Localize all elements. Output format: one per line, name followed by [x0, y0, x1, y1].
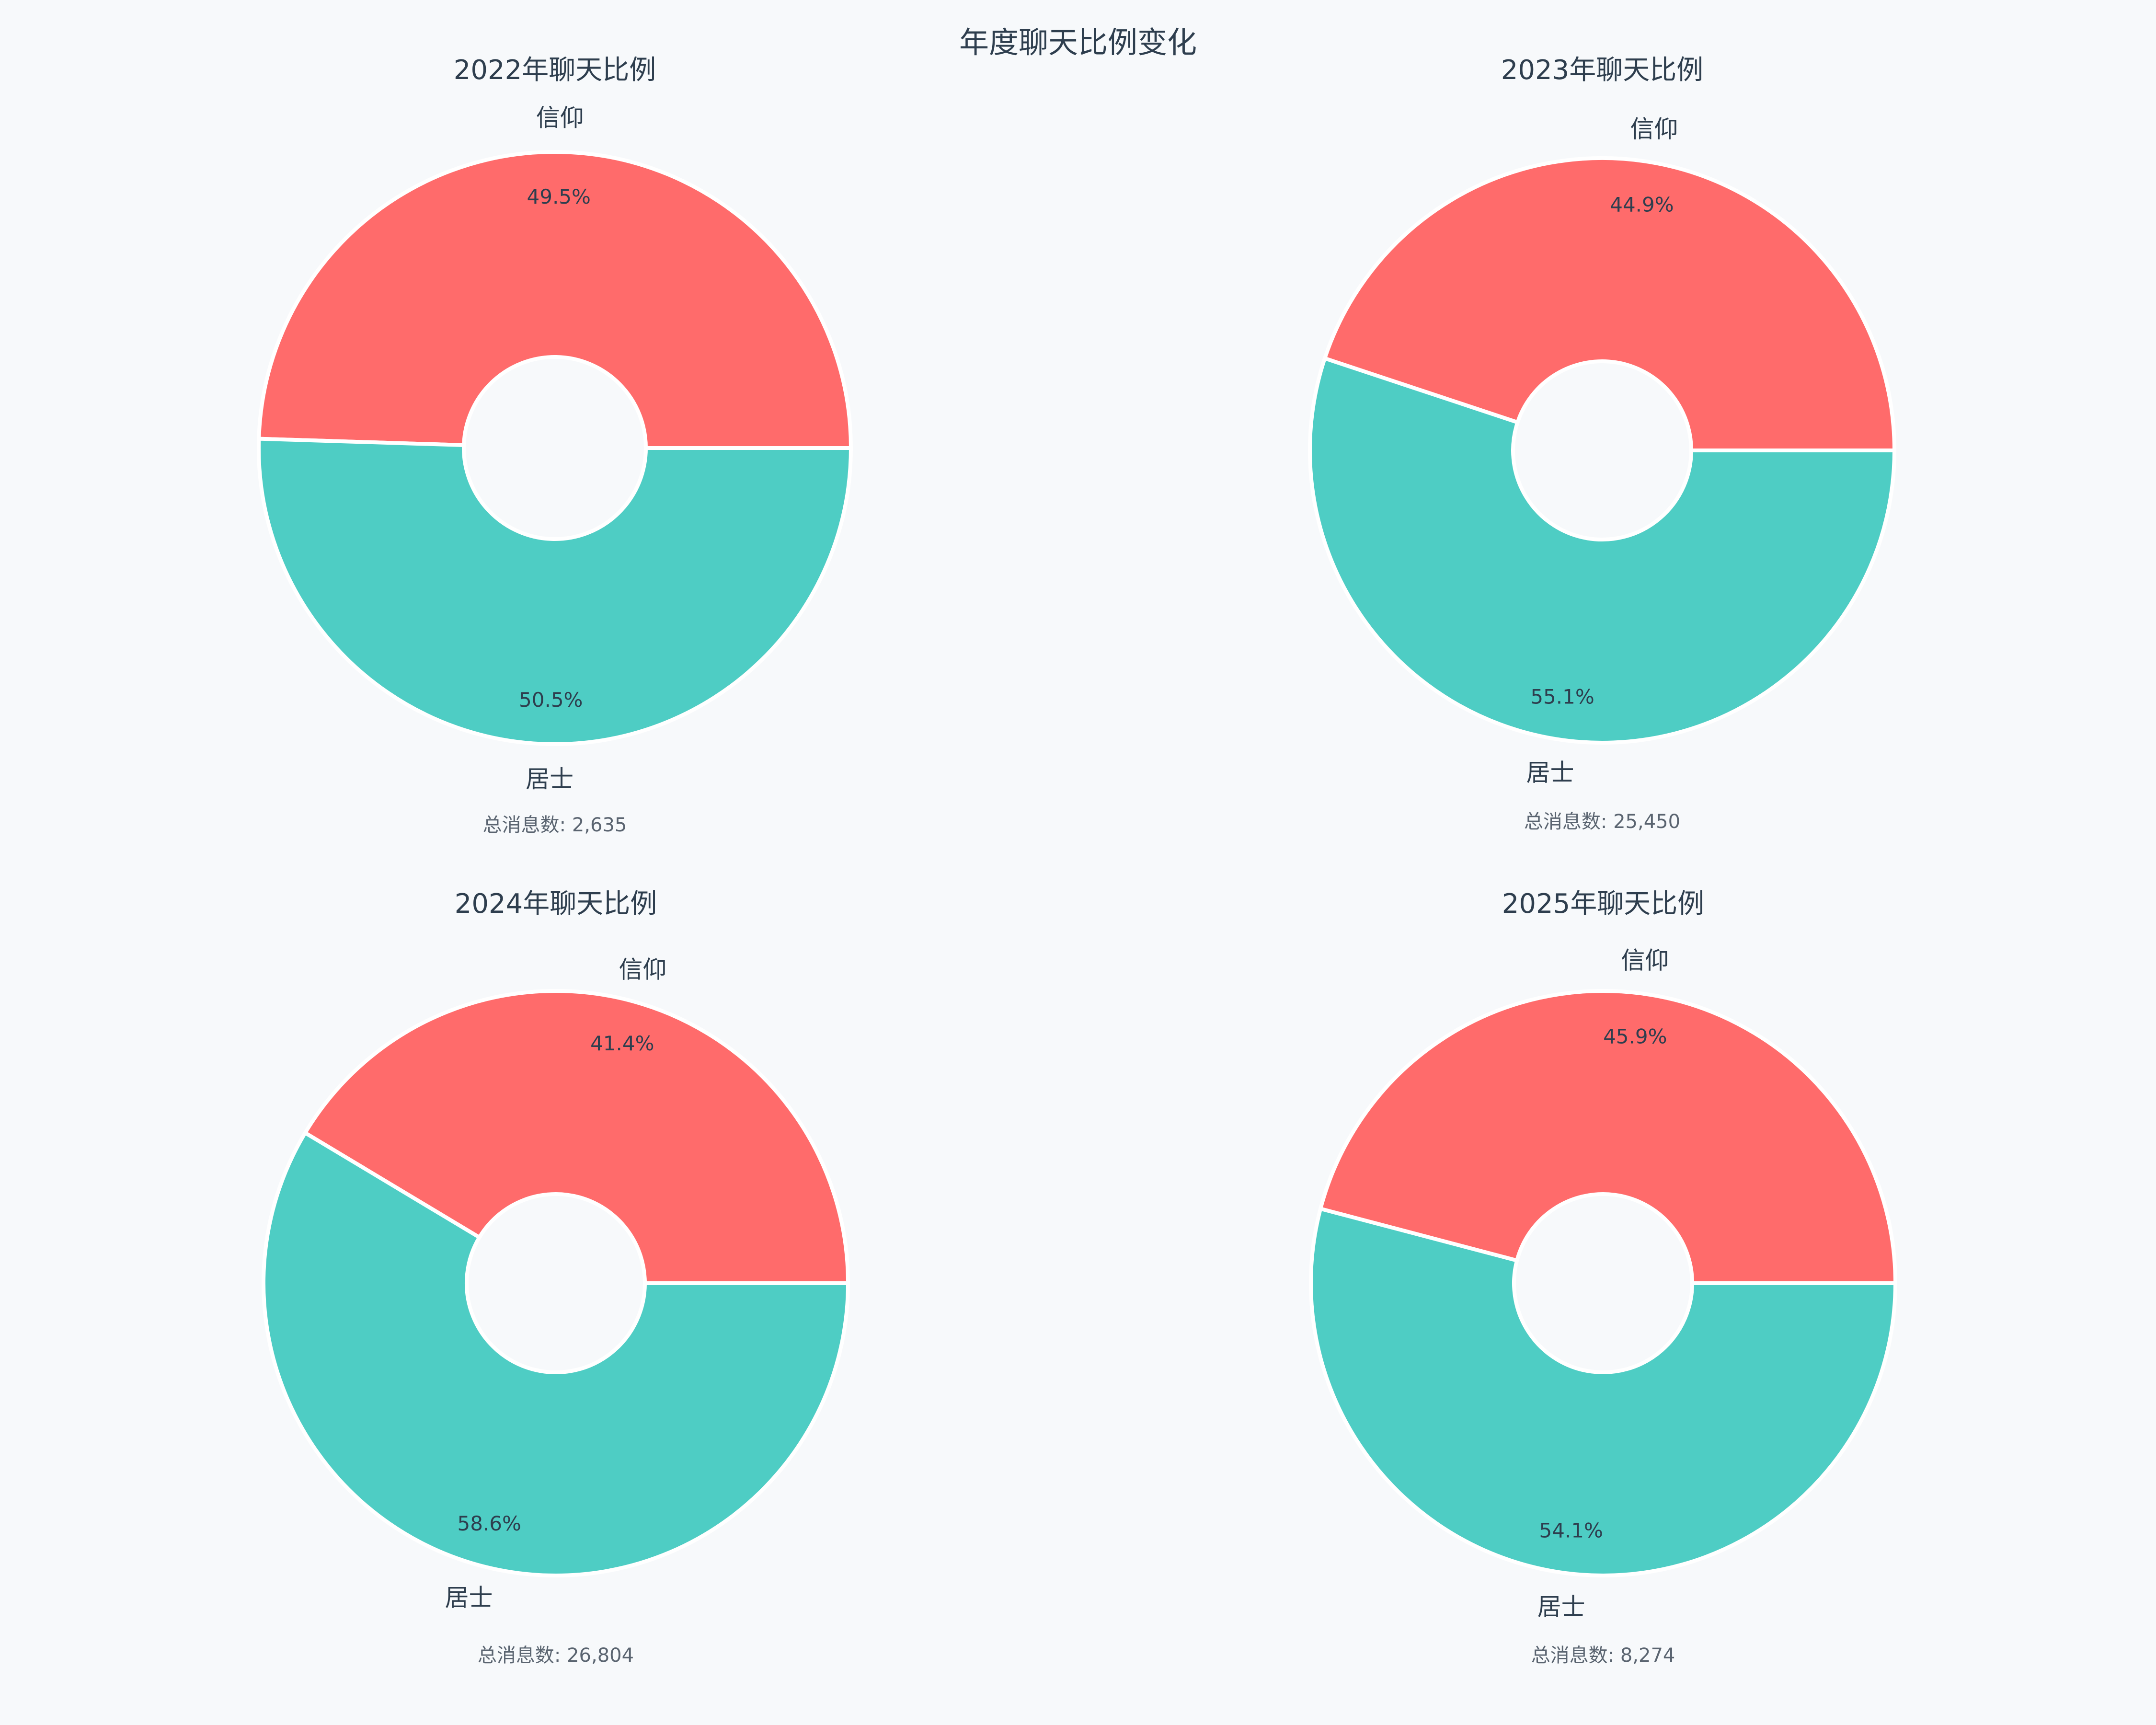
slice-percent-label: 58.6%	[457, 1512, 521, 1535]
total-messages-label: 总消息数: 26,804	[478, 1644, 634, 1667]
donut-slice	[303, 989, 850, 1285]
donut-slice	[257, 437, 853, 747]
donut-slice	[262, 1131, 850, 1577]
slice-label: 信仰	[1630, 115, 1678, 143]
total-messages-label: 总消息数: 8,274	[1531, 1644, 1675, 1667]
slice-label: 信仰	[619, 956, 666, 984]
donut-slice	[1308, 356, 1896, 745]
slice-label: 居士	[526, 765, 573, 793]
slice-percent-label: 41.4%	[590, 1032, 654, 1055]
total-messages-label: 总消息数: 2,635	[483, 814, 627, 836]
slice-percent-label: 50.5%	[519, 688, 583, 712]
chart-title: 2024年聊天比例	[455, 888, 657, 920]
slice-label: 信仰	[536, 104, 584, 132]
slice-label: 居士	[445, 1584, 493, 1611]
chart-title: 2025年聊天比例	[1502, 888, 1705, 920]
slice-percent-label: 54.1%	[1539, 1519, 1603, 1542]
donut-slice	[1319, 989, 1897, 1285]
slice-label: 居士	[1526, 759, 1574, 786]
slice-label: 信仰	[1621, 947, 1669, 975]
slice-label: 居士	[1537, 1593, 1585, 1621]
slice-percent-label: 49.5%	[527, 185, 591, 208]
chart-title: 2023年聊天比例	[1501, 55, 1704, 86]
donut-slice	[257, 150, 853, 450]
donut-slice	[1323, 156, 1896, 452]
slice-percent-label: 55.1%	[1530, 685, 1594, 708]
slice-percent-label: 44.9%	[1610, 193, 1674, 217]
chart-title: 2022年聊天比例	[454, 55, 656, 86]
figure-title: 年度聊天比例变化	[959, 25, 1197, 60]
total-messages-label: 总消息数: 25,450	[1524, 811, 1680, 833]
donut-slice	[1309, 1207, 1897, 1577]
slice-percent-label: 45.9%	[1603, 1024, 1667, 1048]
